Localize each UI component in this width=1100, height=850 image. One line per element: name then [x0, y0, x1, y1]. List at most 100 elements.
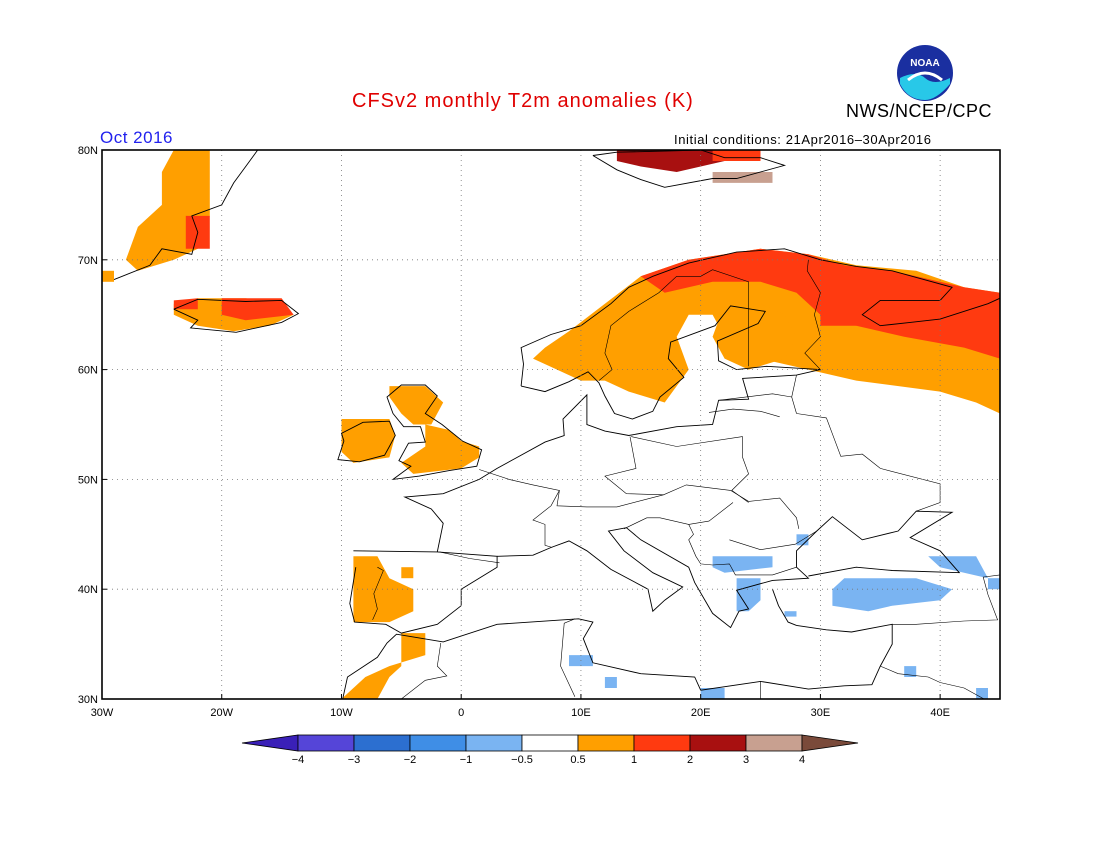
map-title: CFSv2 monthly T2m anomalies (K) — [352, 90, 694, 112]
lon-tick-label: 20W — [210, 707, 233, 719]
coastline-segment — [349, 550, 498, 634]
anomaly-region-svalbard-warm — [712, 150, 761, 161]
anomaly-region-scotland — [389, 386, 444, 425]
border-segment — [556, 484, 800, 529]
colorbar-segment — [409, 734, 467, 752]
lon-tick-label: 40E — [930, 707, 950, 719]
border-segment — [598, 269, 749, 381]
colorbar-label: −0.5 — [511, 754, 533, 766]
border-segment — [708, 408, 780, 418]
border-segment — [791, 375, 797, 414]
colorbar: −4 −3 −2 −1 −0.5 0.5 1 2 3 4 — [241, 734, 859, 766]
anomaly-region-greece-cool — [736, 578, 761, 612]
anomaly-region-spain-dot — [401, 567, 414, 579]
anomaly-region-tunisia-cool — [604, 677, 617, 688]
lon-tick-label: 0 — [458, 707, 464, 719]
noaa-logo-text: NOAA — [910, 58, 939, 69]
anomaly-region-portugal-spain — [353, 556, 414, 623]
longitude-ticks: 30W 20W 10W 0 10E 20E 30E 40E — [91, 694, 950, 719]
anomaly-region-england — [401, 424, 480, 474]
border-segment — [796, 413, 941, 512]
anomaly-region-egypt-cool — [700, 688, 725, 699]
coastline-segment — [386, 384, 483, 481]
colorbar-segment — [577, 734, 635, 752]
colorbar-label: 2 — [687, 754, 693, 766]
coastline-segment — [337, 420, 396, 463]
colorbar-label: 3 — [743, 754, 749, 766]
lat-tick-label: 40N — [78, 584, 98, 596]
anomaly-region-balkans-cool — [712, 556, 773, 573]
colorbar-label: 4 — [799, 754, 805, 766]
coastline-segment — [520, 248, 1000, 387]
lat-tick-label: 80N — [78, 145, 98, 157]
anomaly-region-iceland-east — [221, 298, 294, 321]
lon-tick-label: 30W — [91, 707, 114, 719]
anomaly-region-black-sea-east — [988, 578, 1000, 590]
border-segment — [372, 566, 384, 621]
border-segment — [688, 524, 797, 576]
border-segment — [880, 665, 985, 699]
colorbar-segment — [689, 734, 747, 752]
border-segment — [623, 502, 734, 530]
border-segment — [804, 259, 821, 370]
colorbar-min-arrow — [241, 734, 299, 752]
anomaly-region-turkey-cool — [832, 578, 953, 612]
agency-label: NWS/NCEP/CPC — [846, 101, 993, 121]
anomaly-region-ireland — [341, 419, 396, 463]
gridlines — [102, 150, 1000, 699]
colorbar-segment — [745, 734, 803, 752]
anomaly-region-turkey-west-cool — [784, 611, 797, 617]
lon-tick-label: 20E — [691, 707, 711, 719]
border-segment — [401, 642, 448, 699]
colorbar-max-arrow — [801, 734, 859, 752]
colorbar-segment — [297, 734, 355, 752]
coastline-segment — [520, 305, 821, 420]
colorbar-label: 0.5 — [570, 754, 585, 766]
anomaly-region-levant-cool — [904, 666, 917, 677]
anomaly-region-morocco — [341, 633, 426, 699]
lat-tick-label: 60N — [78, 365, 98, 377]
coastline-segment — [403, 369, 821, 552]
anomaly-region-greenland-coast — [125, 150, 210, 271]
anomaly-region-greenland-tip — [102, 270, 114, 282]
colorbar-segment — [465, 734, 523, 752]
lat-tick-label: 70N — [78, 255, 98, 267]
noaa-logo: NOAA — [897, 45, 953, 101]
colorbar-label: −1 — [460, 754, 473, 766]
map-frame — [101, 149, 1001, 700]
anomaly-region-svalbard — [616, 150, 725, 172]
coastline-segment — [592, 150, 787, 188]
coastlines — [113, 150, 1000, 699]
border-segment — [631, 436, 743, 447]
anomaly-region-kola-warm — [820, 303, 857, 326]
border-segment — [892, 574, 1000, 625]
border-segment — [479, 469, 560, 548]
lon-tick-label: 30E — [811, 707, 831, 719]
lon-tick-label: 10E — [571, 707, 591, 719]
border-segment — [439, 551, 500, 564]
lon-tick-label: 10W — [330, 707, 353, 719]
coastline-segment — [497, 510, 961, 629]
border-segment — [729, 530, 817, 551]
colorbar-segment — [353, 734, 411, 752]
anomaly-region-caucasus-cool — [928, 556, 988, 579]
colorbar-label: −2 — [404, 754, 417, 766]
lat-tick-label: 30N — [78, 694, 98, 706]
anomaly-region-baltic-ring — [712, 303, 797, 370]
border-segment — [718, 393, 792, 401]
border-segment — [731, 436, 749, 503]
initial-conditions: Initial conditions: 21Apr2016–30Apr2016 — [674, 132, 932, 147]
coastline-segment — [113, 150, 259, 281]
border-segment — [560, 618, 576, 697]
anomaly-region-arabia-cool — [976, 688, 988, 699]
latitude-ticks: 30N 40N 50N 60N 70N 80N — [78, 145, 107, 706]
colorbar-label: −4 — [292, 754, 305, 766]
border-segment — [604, 436, 664, 496]
anomaly-region-svalbard-east — [712, 172, 773, 183]
anomaly-fields — [102, 150, 1000, 699]
colorbar-segment — [521, 734, 579, 752]
colorbar-segment — [633, 734, 691, 752]
forecast-period: Oct 2016 — [100, 128, 173, 147]
colorbar-label: −3 — [348, 754, 361, 766]
